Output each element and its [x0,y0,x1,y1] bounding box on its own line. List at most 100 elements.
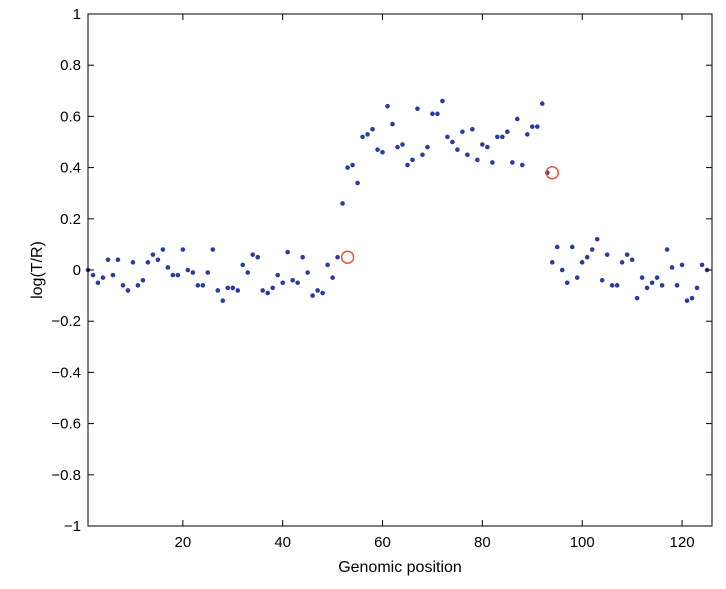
data-point [534,124,540,129]
data-point [140,277,146,283]
data-point [370,126,375,132]
y-tick-label: −1 [64,518,81,535]
data-point [554,244,560,250]
data-point [360,134,365,140]
data-point [305,270,310,275]
data-point [365,132,370,137]
data-point [510,160,515,165]
data-point [265,290,271,296]
data-point [345,165,350,170]
data-point [679,262,685,268]
data-point [260,288,266,293]
data-point [310,293,315,298]
data-point [410,157,415,163]
data-point [644,285,650,291]
data-point [654,275,660,280]
data-point [624,252,630,257]
data-point [664,247,670,252]
data-point [180,247,186,252]
data-point [200,283,206,288]
data-point [375,147,380,152]
data-point [125,288,131,293]
data-point [195,283,201,288]
data-point [175,272,181,278]
y-tick-label: 0.8 [60,57,81,74]
data-point [699,262,705,268]
x-tick-label: 40 [274,534,291,551]
data-point [495,134,500,140]
data-point [150,252,156,257]
data-point [210,247,216,252]
data-point [649,280,655,286]
data-point [90,272,96,278]
data-point [564,280,570,286]
data-point [245,270,251,275]
data-point [574,275,580,280]
x-tick-label: 100 [570,534,595,551]
data-point [390,121,395,127]
data-point [465,152,470,158]
data-point [559,267,565,273]
data-point [300,254,305,260]
data-point [320,290,325,296]
data-point [445,134,450,140]
data-point [295,280,300,286]
data-point [120,283,126,288]
data-point [105,257,111,263]
data-point [395,144,400,150]
data-point [584,254,590,260]
x-tick-label: 20 [175,534,192,551]
x-tick-label: 80 [474,534,491,551]
data-point [325,262,330,268]
data-point [220,298,226,304]
data-point [520,162,525,168]
data-point [335,254,340,260]
data-point [215,288,221,293]
data-point [539,101,545,106]
data-point [604,252,610,257]
data-point [440,98,445,104]
data-point [674,283,680,288]
data-point [135,283,141,288]
y-tick-label: −0.4 [51,364,81,381]
data-point [500,134,505,140]
data-point [170,272,176,278]
data-point [669,265,675,270]
data-point [250,252,256,257]
data-point [480,142,485,147]
data-point [110,272,116,278]
data-point [340,201,345,206]
data-point [225,285,231,291]
data-point [529,124,535,129]
y-tick-label: 0.6 [60,108,81,125]
data-point [160,247,166,252]
data-point [579,260,585,265]
data-point [470,126,475,132]
data-point [599,277,605,283]
data-point [255,254,261,260]
data-point [450,139,455,145]
data-point [235,288,241,293]
x-tick-label: 60 [374,534,391,551]
data-point [330,275,335,280]
data-point [549,260,555,265]
data-point [385,103,390,109]
data-point [634,295,640,301]
data-point [240,262,246,268]
data-point [355,180,360,186]
data-point [275,272,280,278]
data-point [190,270,196,275]
data-point [475,157,480,163]
y-tick-label: 1 [73,6,81,23]
data-point [420,152,425,158]
data-point [155,257,161,263]
y-tick-label: −0.6 [51,416,81,433]
data-point [285,249,290,255]
data-point [415,106,420,112]
x-tick-label: 120 [670,534,695,551]
x-axis-ticks: 20 40 60 80 100 120 [175,14,695,551]
data-point [280,280,285,286]
y-tick-label: −0.2 [51,313,81,330]
